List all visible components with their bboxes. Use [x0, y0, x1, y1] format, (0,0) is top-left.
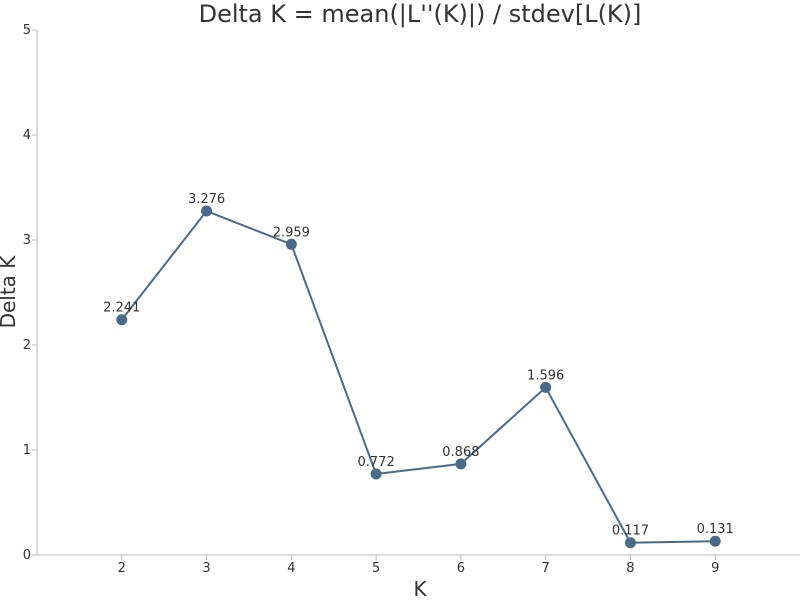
- data-point: [540, 381, 552, 393]
- series-line: [120, 209, 716, 544]
- x-ticks: 2 3 4 5 6 7 8 9: [118, 555, 719, 576]
- data-point: [370, 468, 382, 480]
- data-label: 0.117: [612, 524, 649, 539]
- x-tick-label: 2: [118, 561, 126, 576]
- y-tick-label: 3: [23, 233, 31, 248]
- data-point: [455, 458, 467, 470]
- x-tick-label: 7: [542, 561, 550, 576]
- data-label: 3.276: [188, 192, 225, 207]
- x-axis-title: K: [413, 577, 427, 600]
- y-axis-title: Delta K: [0, 255, 20, 329]
- y-tick-label: 0: [23, 548, 31, 563]
- y-ticks: 0 1 2 3 4 5: [23, 23, 37, 563]
- chart-title: Delta K = mean(|L''(K)|) / stdev[L(K)]: [199, 0, 642, 28]
- x-tick-label: 5: [372, 561, 380, 576]
- y-tick-label: 1: [23, 443, 31, 458]
- data-point: [285, 238, 297, 250]
- x-tick-label: 3: [202, 561, 210, 576]
- x-tick-label: 6: [457, 561, 465, 576]
- data-label: 0.131: [697, 522, 734, 537]
- data-point: [624, 537, 636, 549]
- y-tick-label: 5: [23, 23, 31, 38]
- data-label: 2.959: [273, 225, 310, 240]
- series-delta-k: 2.241 3.276 2.959 0.772 0.868 1.596 0.117 0.131: [103, 192, 734, 549]
- data-label: 2.241: [103, 301, 140, 316]
- y-tick-label: 4: [23, 128, 31, 143]
- x-tick-label: 4: [287, 561, 295, 576]
- x-tick-label: 9: [711, 561, 719, 576]
- data-label: 0.772: [358, 455, 395, 470]
- data-label: 1.596: [527, 368, 564, 383]
- y-tick-label: 2: [23, 338, 31, 353]
- data-point: [709, 535, 721, 547]
- data-label: 0.868: [442, 445, 479, 460]
- data-point: [201, 205, 213, 217]
- data-point: [116, 314, 128, 326]
- x-tick-label: 8: [626, 561, 634, 576]
